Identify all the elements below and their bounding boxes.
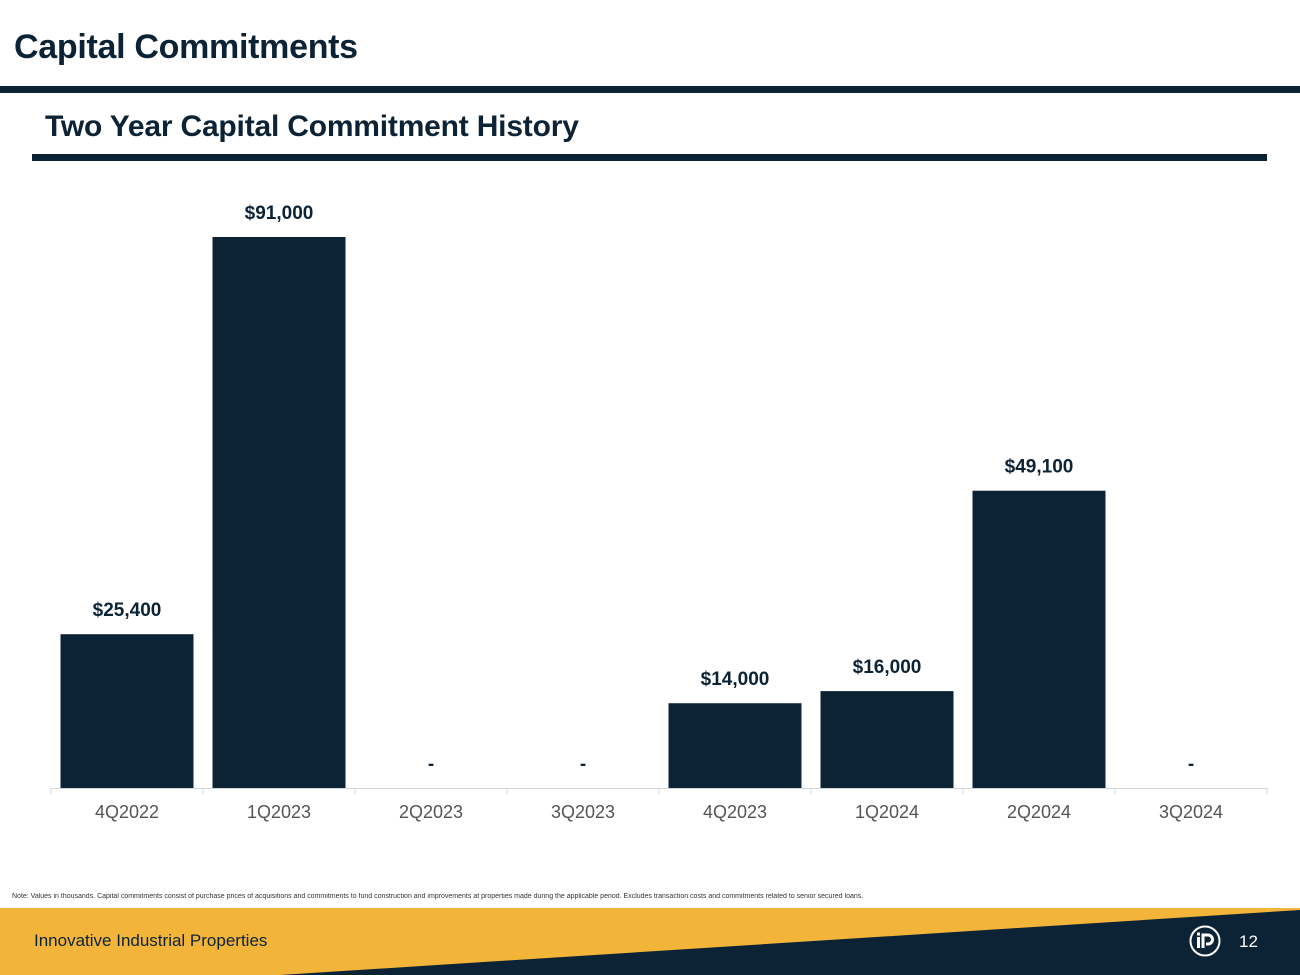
data-label-2Q2024: $49,100 bbox=[1005, 457, 1074, 478]
data-label-4Q2023: $14,000 bbox=[701, 669, 770, 690]
bar-2Q2024 bbox=[972, 490, 1106, 788]
footer-band bbox=[0, 908, 1300, 975]
bar-4Q2023 bbox=[668, 703, 802, 788]
data-label-2Q2023: - bbox=[428, 754, 434, 775]
bar-4Q2022 bbox=[60, 634, 194, 788]
page-number: 12 bbox=[1239, 932, 1258, 951]
chart-title-divider bbox=[32, 154, 1267, 161]
tick-label-4Q2023: 4Q2023 bbox=[703, 802, 767, 822]
footnote: Note: Values in thousands. Capital commi… bbox=[12, 893, 864, 900]
data-label-3Q2023: - bbox=[580, 754, 586, 775]
data-label-1Q2024: $16,000 bbox=[853, 657, 922, 678]
company-logo-icon bbox=[1189, 925, 1221, 957]
tick-label-2Q2023: 2Q2023 bbox=[399, 802, 463, 822]
tick-label-1Q2023: 1Q2023 bbox=[247, 802, 311, 822]
company-name: Innovative Industrial Properties bbox=[34, 931, 268, 950]
tick-label-2Q2024: 2Q2024 bbox=[1007, 802, 1071, 822]
bar-1Q2023 bbox=[212, 237, 346, 788]
data-label-1Q2023: $91,000 bbox=[245, 203, 314, 224]
data-label-4Q2022: $25,400 bbox=[93, 600, 162, 621]
data-label-3Q2024: - bbox=[1188, 754, 1194, 775]
header-divider bbox=[0, 86, 1300, 93]
chart-title: Two Year Capital Commitment History bbox=[45, 110, 579, 143]
tick-label-3Q2023: 3Q2023 bbox=[551, 802, 615, 822]
bar-chart: $25,400 4Q2022 $91,000 1Q2023 - 2Q2023 - 3Q2023… bbox=[50, 203, 1268, 822]
tick-label-3Q2024: 3Q2024 bbox=[1159, 802, 1223, 822]
tick-label-4Q2022: 4Q2022 bbox=[95, 802, 159, 822]
bar-1Q2024 bbox=[820, 691, 954, 788]
tick-label-1Q2024: 1Q2024 bbox=[855, 802, 919, 822]
page-title: Capital Commitments bbox=[14, 28, 358, 66]
